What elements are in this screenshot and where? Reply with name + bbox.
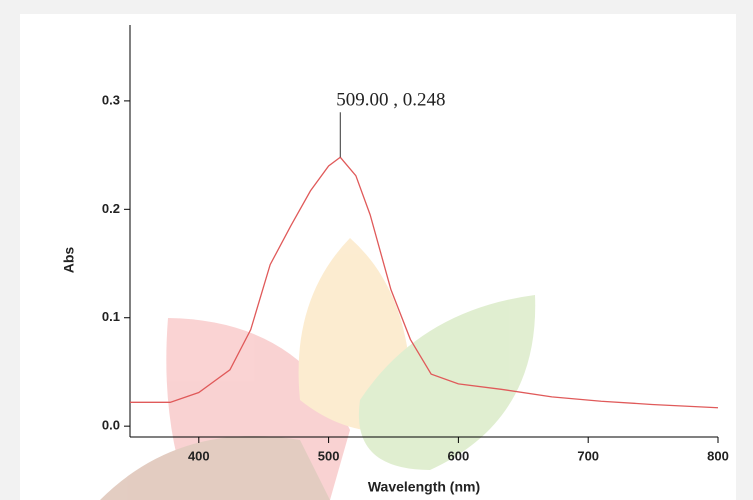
x-tick-label: 500 bbox=[318, 448, 340, 463]
x-tick-label: 600 bbox=[448, 448, 470, 463]
y-axis-label: Abs bbox=[61, 247, 77, 274]
x-tick-label: 700 bbox=[577, 448, 599, 463]
y-tick-label: 0.0 bbox=[102, 418, 120, 433]
y-tick-label: 0.2 bbox=[102, 201, 120, 216]
chart: Abs Wavelength (nm) 0.0 0.1 0.2 0.3 400 500 60… bbox=[0, 0, 753, 500]
x-tick-label: 400 bbox=[188, 448, 210, 463]
y-tick-label: 0.3 bbox=[102, 92, 120, 107]
y-tick-label: 0.1 bbox=[102, 309, 120, 324]
x-tick-label: 800 bbox=[707, 448, 729, 463]
x-axis-label: Wavelength (nm) bbox=[368, 479, 480, 495]
annotation: 509.00 , 0.248 bbox=[336, 90, 445, 111]
